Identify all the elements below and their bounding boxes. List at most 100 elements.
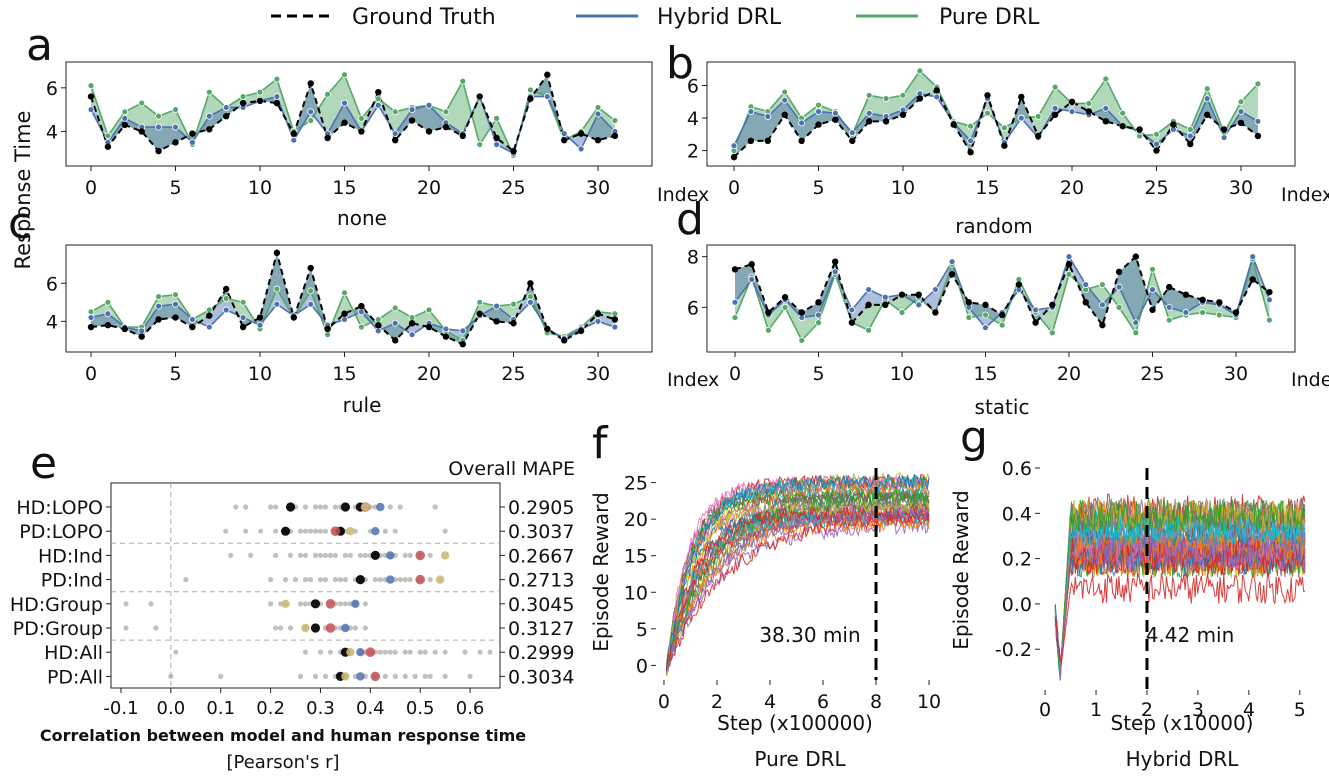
panel-c-chart: 0 5 10 15 20 25 30 4 6 Index rule bbox=[46, 244, 719, 417]
index-label: Index bbox=[1291, 369, 1329, 391]
x-axis-label-units: [Pearson's r] bbox=[226, 752, 339, 773]
pure-point bbox=[798, 336, 806, 344]
reward-curve bbox=[666, 473, 930, 672]
grey-point bbox=[287, 625, 294, 631]
pure-point bbox=[1149, 265, 1156, 273]
grey-point bbox=[312, 673, 319, 680]
pure-point bbox=[476, 141, 484, 148]
hybrid-point bbox=[1249, 253, 1257, 261]
y-tick-label: 2 bbox=[687, 141, 699, 163]
panel-f-chart: 38.30 min 0 2 4 6 8 10 0 5 10 15 20 25 Step (x100000)… bbox=[589, 468, 941, 771]
y-tick-label: 6 bbox=[46, 78, 58, 100]
pure-point bbox=[1048, 329, 1056, 337]
ground-truth-point bbox=[189, 130, 196, 137]
x-tick-label: 25 bbox=[1144, 177, 1168, 199]
ground-truth-point bbox=[1266, 288, 1273, 296]
grey-point bbox=[267, 504, 274, 510]
ground-truth-point bbox=[815, 121, 822, 128]
ground-truth-point bbox=[965, 299, 972, 306]
ground-truth-point bbox=[1204, 111, 1211, 119]
x-axis-label: Correlation between model and human resp… bbox=[40, 726, 526, 745]
pure-point bbox=[1254, 80, 1262, 88]
pure-point bbox=[781, 88, 789, 96]
hybrid-point bbox=[188, 138, 196, 146]
grey-point bbox=[228, 552, 234, 559]
blue-point bbox=[371, 527, 380, 536]
panel-a-chart: 0 5 10 15 20 25 30 4 6 Index none bbox=[46, 61, 709, 230]
y-tick-label: 10 bbox=[624, 582, 648, 604]
pure-point bbox=[1215, 311, 1223, 319]
x-tick-label: 0 bbox=[85, 363, 97, 385]
ground-truth-point bbox=[273, 249, 281, 257]
ground-truth-point bbox=[798, 309, 805, 316]
response-time-ylabel: Response Time bbox=[11, 111, 35, 270]
panel-e-chart: HD:LOPO 0.2905 PD:LOPO 0.3037 HD:Ind 0.2667 PD… bbox=[10, 458, 575, 773]
ground-truth-point bbox=[898, 291, 906, 298]
grey-point bbox=[312, 528, 319, 534]
pure-point bbox=[104, 132, 112, 140]
grey-point bbox=[297, 552, 304, 559]
ground-truth-point bbox=[577, 327, 585, 335]
training-time-annotation: 38.30 min bbox=[759, 623, 860, 647]
hybrid-point bbox=[611, 323, 619, 331]
pure-point bbox=[341, 71, 348, 79]
hybrid-point bbox=[748, 276, 756, 283]
pure-point bbox=[1099, 281, 1106, 288]
hybrid-point bbox=[731, 298, 739, 306]
hybrid-point bbox=[543, 93, 551, 100]
x-tick-label: 6 bbox=[817, 691, 829, 713]
pure-point bbox=[1203, 85, 1211, 93]
pure-drl-line bbox=[90, 73, 616, 158]
x-tick-label: 20 bbox=[417, 177, 441, 199]
ground-truth-point bbox=[425, 128, 433, 135]
ground-truth-point bbox=[764, 137, 771, 145]
x-tick-label: 0 bbox=[1039, 699, 1051, 721]
ground-truth-point bbox=[765, 309, 772, 316]
pure-point bbox=[307, 287, 315, 295]
hybrid-point bbox=[1182, 309, 1190, 316]
pure-point bbox=[341, 289, 348, 297]
pure-point bbox=[357, 323, 365, 331]
pure-point bbox=[815, 101, 822, 109]
ground-truth-point bbox=[594, 310, 602, 317]
row-label: PD:LOPO bbox=[19, 521, 103, 543]
blue-point bbox=[351, 599, 360, 608]
hybrid-point bbox=[1099, 301, 1106, 309]
pure-point bbox=[1001, 124, 1008, 132]
hybrid-point bbox=[1203, 95, 1211, 102]
ground-truth-point bbox=[1153, 147, 1160, 154]
ground-truth-point bbox=[1085, 108, 1093, 115]
hybrid-point bbox=[1082, 281, 1090, 288]
pure-point bbox=[611, 117, 619, 124]
ground-truth-point bbox=[375, 88, 382, 96]
y-tick-label: 4 bbox=[46, 121, 58, 143]
grey-point bbox=[322, 577, 329, 583]
hybrid-point bbox=[932, 286, 939, 294]
ground-truth-point bbox=[561, 136, 568, 144]
y-axis-label: Episode Reward bbox=[589, 492, 613, 651]
red-point bbox=[415, 550, 426, 561]
pure-point bbox=[998, 321, 1006, 329]
hybrid-point bbox=[121, 114, 129, 122]
reward-curve bbox=[666, 518, 930, 672]
hybrid-point bbox=[273, 93, 281, 100]
grey-point bbox=[417, 649, 423, 655]
legend-ground-truth-label: Ground Truth bbox=[352, 5, 496, 30]
grey-point bbox=[382, 673, 388, 680]
pure-point bbox=[87, 308, 95, 316]
reward-curve bbox=[1054, 499, 1306, 670]
x-tick-label: 20 bbox=[1057, 363, 1081, 385]
pure-point bbox=[374, 95, 382, 103]
hybrid-point bbox=[290, 136, 298, 144]
hybrid-point bbox=[747, 108, 755, 115]
blue-point bbox=[341, 623, 350, 633]
grey-point bbox=[342, 552, 348, 559]
panel-b-chart: 0 5 10 15 20 25 30 2 4 6 Index random bbox=[687, 61, 1329, 238]
hybrid-point bbox=[188, 316, 196, 323]
pure-point bbox=[138, 99, 146, 107]
hybrid-point bbox=[341, 316, 348, 323]
pure-point bbox=[391, 108, 399, 116]
panel-title: Pure DRL bbox=[754, 747, 846, 771]
row-label: HD:Group bbox=[10, 594, 103, 616]
x-tick-label: 0 bbox=[729, 363, 741, 385]
